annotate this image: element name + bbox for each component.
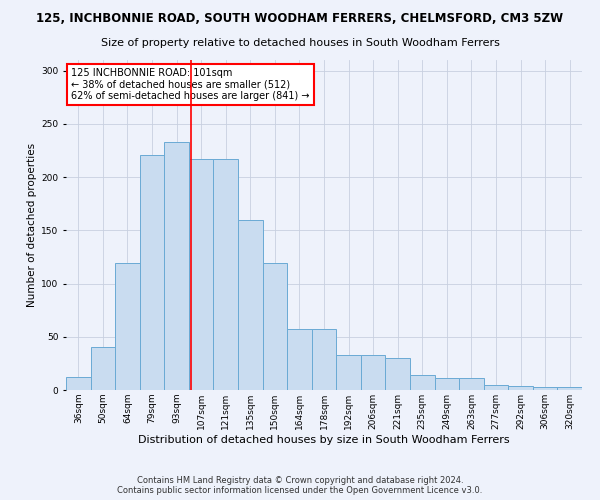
Bar [115, 264, 140, 390]
Bar [91, 348, 115, 390]
Bar [361, 355, 385, 390]
Bar [66, 377, 91, 390]
Bar [140, 154, 164, 390]
Bar [508, 386, 533, 390]
Bar [287, 330, 312, 390]
Bar [263, 264, 287, 390]
Bar [312, 330, 336, 390]
Text: 125 INCHBONNIE ROAD: 101sqm
← 38% of detached houses are smaller (512)
62% of se: 125 INCHBONNIE ROAD: 101sqm ← 38% of det… [71, 68, 310, 102]
Bar [459, 378, 484, 390]
Bar [385, 358, 410, 390]
Bar [434, 378, 459, 390]
Bar [164, 142, 189, 390]
Bar [214, 159, 238, 390]
Bar [410, 375, 434, 390]
Text: 125, INCHBONNIE ROAD, SOUTH WOODHAM FERRERS, CHELMSFORD, CM3 5ZW: 125, INCHBONNIE ROAD, SOUTH WOODHAM FERR… [37, 12, 563, 26]
Bar [336, 355, 361, 390]
Text: Size of property relative to detached houses in South Woodham Ferrers: Size of property relative to detached ho… [101, 38, 499, 48]
Text: Contains HM Land Registry data © Crown copyright and database right 2024.
Contai: Contains HM Land Registry data © Crown c… [118, 476, 482, 495]
Bar [533, 387, 557, 390]
Y-axis label: Number of detached properties: Number of detached properties [27, 143, 37, 307]
X-axis label: Distribution of detached houses by size in South Woodham Ferrers: Distribution of detached houses by size … [138, 434, 510, 444]
Bar [557, 387, 582, 390]
Bar [189, 159, 214, 390]
Bar [238, 220, 263, 390]
Bar [484, 384, 508, 390]
